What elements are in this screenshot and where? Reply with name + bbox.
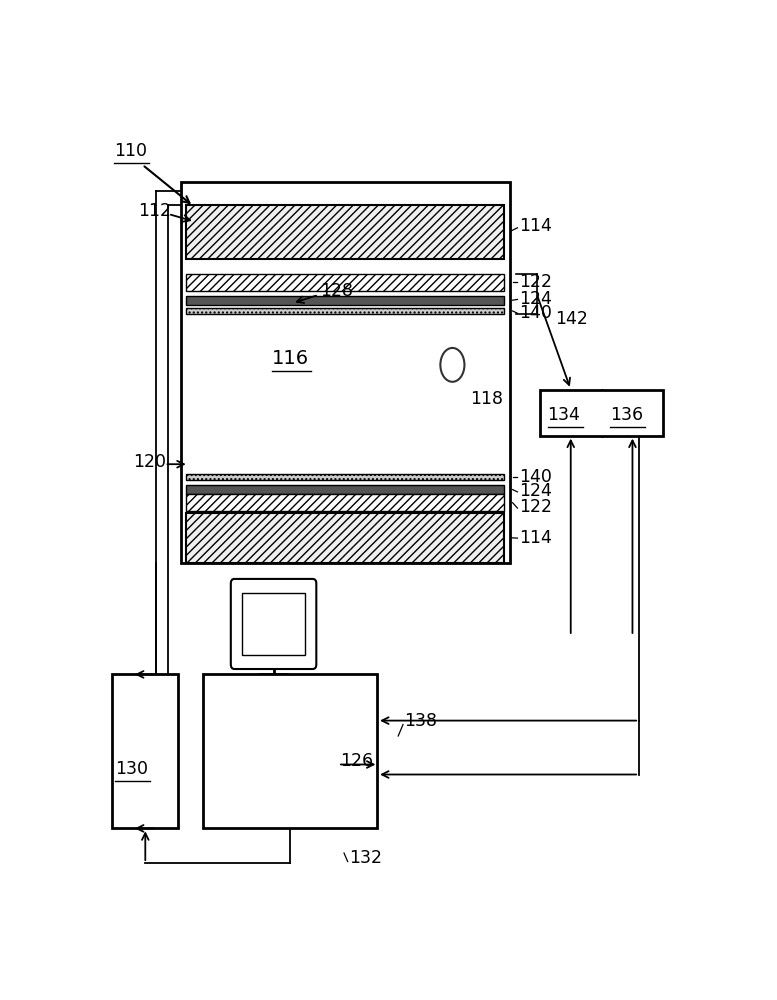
Bar bbox=[186, 271, 504, 274]
Text: 140: 140 bbox=[519, 468, 552, 486]
Text: 128: 128 bbox=[320, 282, 353, 300]
Bar bbox=[186, 296, 504, 305]
Bar bbox=[242, 593, 305, 655]
Bar bbox=[186, 474, 504, 480]
Text: 134: 134 bbox=[548, 406, 580, 424]
Text: 122: 122 bbox=[519, 498, 552, 516]
Text: 114: 114 bbox=[519, 529, 552, 547]
Text: 124: 124 bbox=[519, 482, 552, 500]
Text: 124: 124 bbox=[519, 290, 552, 308]
Text: 132: 132 bbox=[349, 849, 382, 867]
Text: 122: 122 bbox=[519, 273, 552, 291]
Bar bbox=[186, 205, 504, 259]
Bar bbox=[186, 308, 504, 314]
Bar bbox=[182, 182, 510, 563]
Text: 140: 140 bbox=[519, 304, 552, 322]
Bar bbox=[112, 674, 179, 828]
Bar bbox=[186, 494, 504, 511]
Text: 114: 114 bbox=[519, 217, 552, 235]
Bar bbox=[186, 274, 504, 291]
Text: 116: 116 bbox=[272, 349, 309, 368]
FancyBboxPatch shape bbox=[231, 579, 316, 669]
Text: 120: 120 bbox=[134, 453, 166, 471]
Text: 142: 142 bbox=[555, 310, 587, 328]
Text: 112: 112 bbox=[138, 202, 171, 220]
Text: 118: 118 bbox=[471, 390, 503, 408]
Text: 136: 136 bbox=[610, 406, 643, 424]
Bar bbox=[186, 485, 504, 494]
Text: 110: 110 bbox=[114, 142, 147, 160]
Text: 130: 130 bbox=[115, 760, 148, 778]
Bar bbox=[186, 513, 504, 563]
Bar bbox=[203, 674, 377, 828]
Bar bbox=[540, 390, 664, 436]
Text: 126: 126 bbox=[340, 752, 373, 770]
Text: 138: 138 bbox=[404, 712, 437, 730]
